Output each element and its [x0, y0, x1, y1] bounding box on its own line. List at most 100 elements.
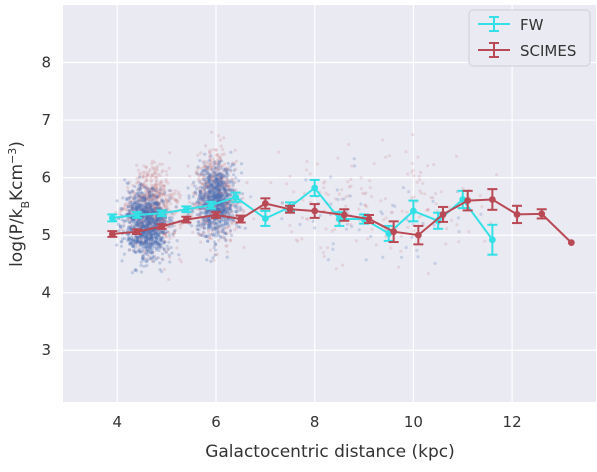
scatter-point — [213, 225, 217, 229]
scatter-point — [324, 191, 328, 195]
scatter-point — [170, 189, 174, 193]
scatter-point — [209, 175, 213, 179]
scatter-point — [226, 201, 230, 205]
scatter-point — [143, 223, 147, 227]
scatter-point — [145, 221, 149, 225]
scatter-point — [334, 267, 338, 271]
scatter-point — [153, 215, 157, 219]
scatter-point — [117, 229, 121, 233]
scatter-point — [169, 193, 173, 197]
scatter-point — [201, 198, 205, 202]
scatter-point — [148, 203, 152, 207]
y-axis-label-main: log(P/k — [7, 208, 27, 267]
scatter-point — [157, 203, 161, 207]
scatter-point — [150, 197, 154, 201]
scatter-point — [147, 209, 151, 213]
scatter-point — [158, 191, 162, 195]
scatter-point — [231, 183, 235, 187]
scatter-point — [219, 159, 223, 163]
scatter-point — [225, 179, 229, 183]
scatter-point — [211, 186, 215, 191]
scatter-point — [164, 219, 168, 223]
scatter-point — [152, 189, 156, 193]
scatter-point — [232, 163, 236, 167]
scatter-point — [167, 220, 171, 224]
scatter-point — [151, 173, 155, 177]
scatter-point — [128, 208, 132, 212]
scatter-point — [160, 162, 164, 166]
scatter-point — [132, 249, 136, 253]
scatter-point — [198, 211, 202, 215]
scatter-point — [171, 232, 176, 236]
scatter-point — [168, 196, 172, 200]
scatter-point — [190, 183, 194, 187]
scatter-point — [152, 194, 156, 199]
scatter-point — [160, 257, 164, 261]
scatter-point — [165, 200, 169, 204]
scatter-point — [136, 180, 140, 185]
scatter-point — [344, 195, 348, 199]
y-axis-label-mid: Kcm — [7, 164, 27, 201]
scatter-point — [148, 220, 152, 225]
scatter-point — [209, 186, 213, 190]
scatter-point — [141, 184, 145, 188]
scatter-point — [158, 261, 162, 265]
scatter-point — [347, 142, 351, 147]
scatter-point — [284, 182, 289, 186]
scatter-point — [145, 196, 149, 200]
scatter-point — [201, 159, 205, 163]
scatter-point — [168, 255, 172, 260]
scatter-point — [161, 168, 165, 173]
scatter-point — [146, 193, 150, 197]
scatter-point — [144, 189, 148, 193]
data-point-fw — [311, 184, 319, 192]
scatter-point — [146, 207, 150, 211]
scatter-point — [227, 188, 231, 192]
scatter-point — [167, 277, 171, 282]
scatter-point — [399, 249, 403, 253]
scatter-point — [206, 180, 210, 184]
scatter-point — [213, 232, 217, 236]
legend-label-fw: FW — [520, 16, 544, 34]
scatter-point — [154, 202, 158, 206]
scatter-point — [147, 245, 151, 249]
scatter-point — [149, 206, 153, 210]
scatter-point — [229, 169, 233, 173]
scatter-point — [157, 182, 161, 186]
scatter-point — [480, 205, 484, 209]
scatter-point — [222, 178, 226, 183]
scatter-point — [203, 179, 207, 183]
scatter-point — [128, 191, 132, 195]
scatter-point — [421, 181, 425, 185]
scatter-point — [205, 183, 209, 187]
scatter-point — [207, 181, 212, 185]
scatter-point — [423, 192, 427, 196]
scatter-point — [220, 152, 224, 157]
scatter-point — [128, 221, 132, 225]
scatter-point — [145, 172, 149, 176]
scatter-point — [132, 191, 136, 195]
scatter-point — [225, 225, 229, 230]
scatter-point — [214, 153, 218, 157]
scatter-point — [123, 178, 127, 182]
data-point-fw — [409, 207, 417, 215]
scatter-point — [149, 257, 153, 261]
scatter-point — [147, 230, 151, 234]
scatter-point — [146, 247, 150, 251]
scatter-point — [300, 237, 304, 241]
scatter-point — [243, 226, 247, 230]
scatter-point — [405, 210, 409, 214]
scatter-point — [346, 180, 350, 184]
scatter-point — [225, 173, 229, 177]
scatter-point — [288, 174, 292, 178]
scatter-point — [143, 198, 147, 202]
scatter-point — [140, 195, 144, 199]
scatter-point — [158, 235, 162, 240]
scatter-point — [225, 177, 229, 182]
scatter-point — [306, 217, 310, 222]
scatter-point — [151, 189, 155, 193]
scatter-point — [162, 217, 166, 222]
scatter-point — [495, 173, 499, 177]
scatter-point — [326, 246, 330, 250]
scatter-point — [208, 150, 212, 154]
